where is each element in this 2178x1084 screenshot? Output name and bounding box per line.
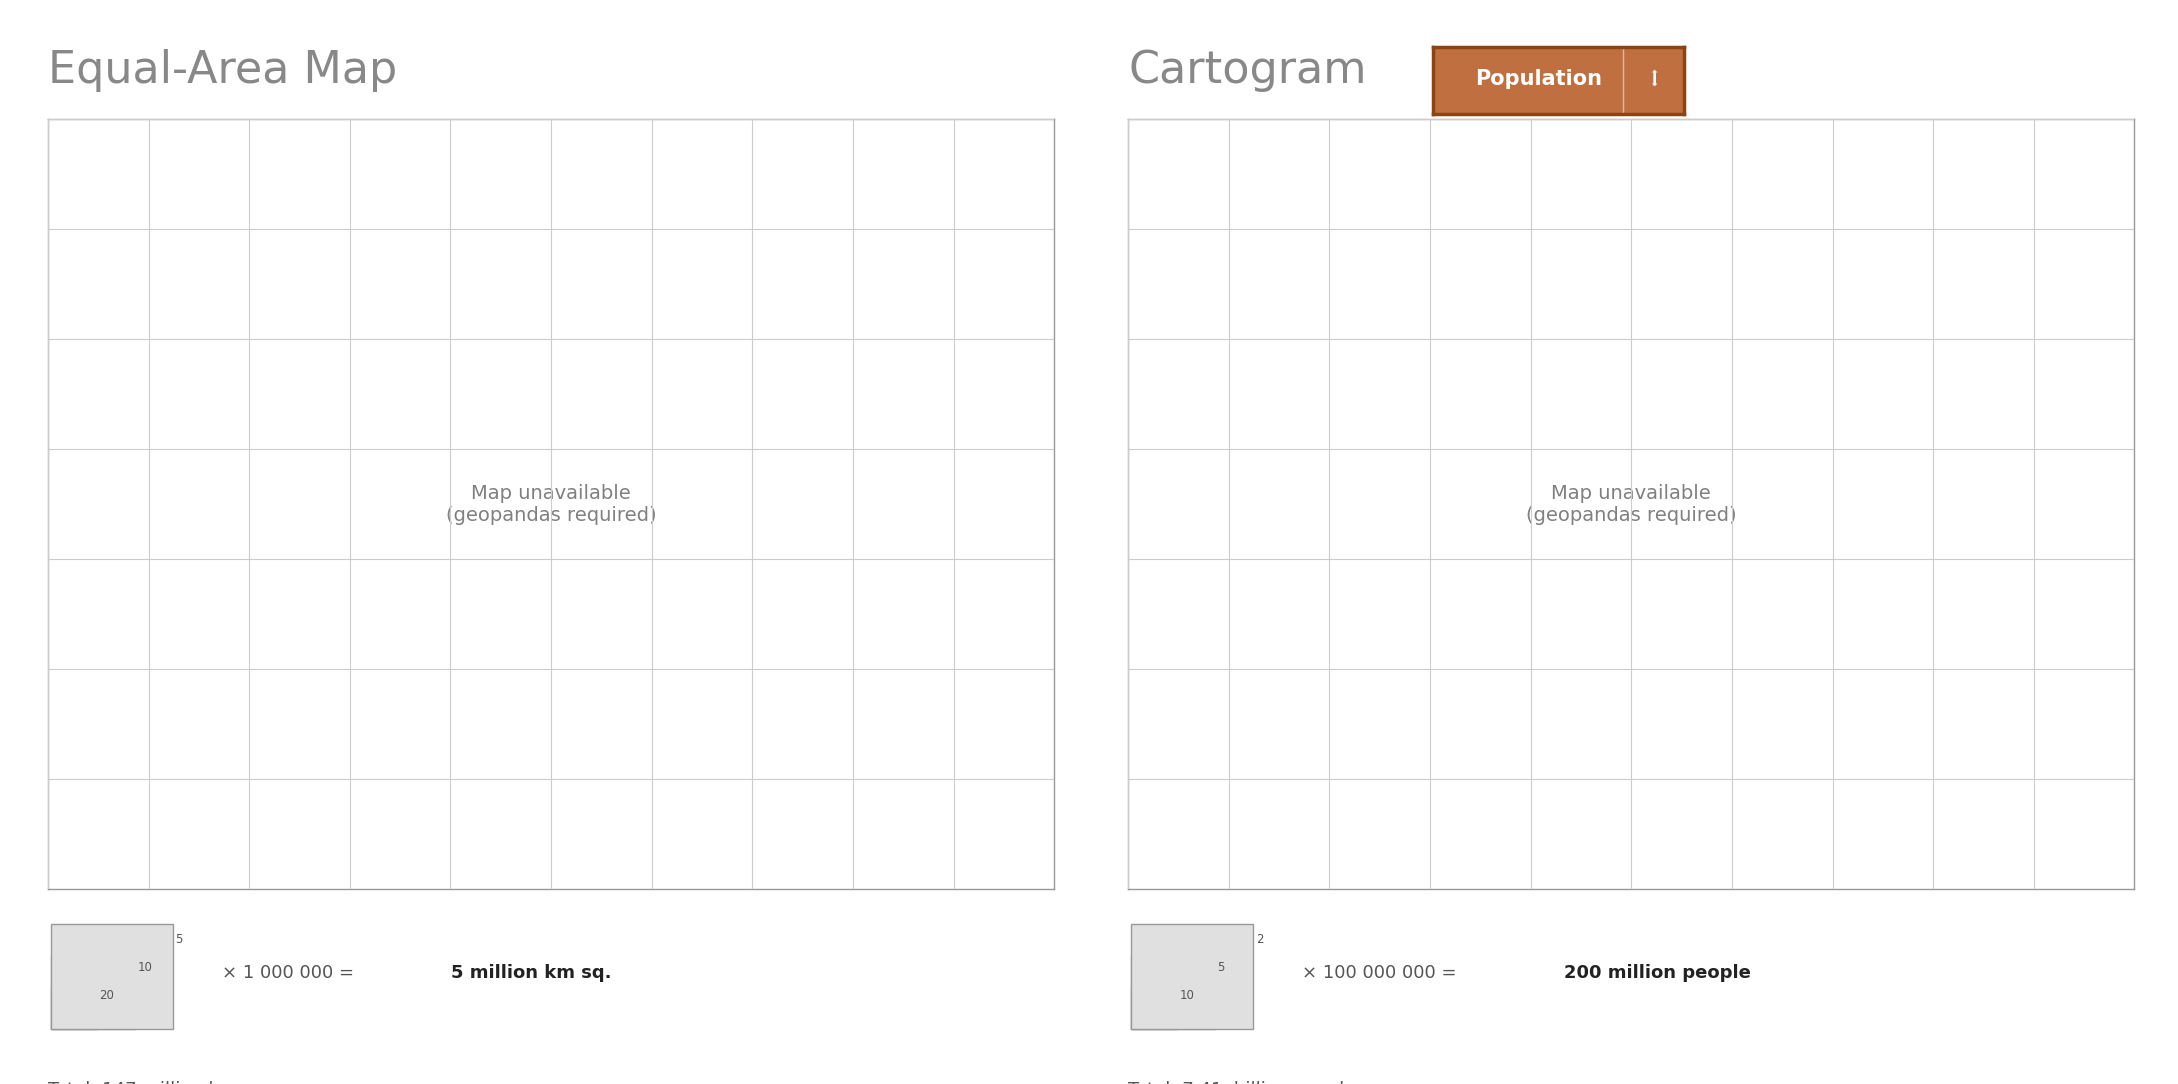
Text: 10: 10 — [1178, 989, 1194, 1002]
Text: 200 million people: 200 million people — [1564, 964, 1751, 982]
Text: Total: 7.41  billion people: Total: 7.41 billion people — [1128, 1081, 1355, 1084]
Text: 5: 5 — [176, 933, 183, 946]
Bar — [1130, 956, 1215, 1029]
Bar — [1130, 990, 1176, 1029]
Text: Map unavailable
(geopandas required): Map unavailable (geopandas required) — [446, 483, 656, 525]
Text: Population: Population — [1475, 69, 1601, 89]
Text: 5 million km sq.: 5 million km sq. — [451, 964, 612, 982]
Text: Map unavailable
(geopandas required): Map unavailable (geopandas required) — [1527, 483, 1736, 525]
Text: Cartogram: Cartogram — [1128, 49, 1368, 92]
Text: 20: 20 — [98, 989, 113, 1002]
Bar — [50, 956, 135, 1029]
Bar — [50, 924, 172, 1029]
Bar — [50, 990, 96, 1029]
Text: 5: 5 — [1218, 960, 1224, 973]
Text: × 1 000 000 =: × 1 000 000 = — [222, 964, 359, 982]
Text: ⬆
⬇: ⬆ ⬇ — [1649, 69, 1657, 88]
Text: 2: 2 — [1257, 933, 1263, 946]
Text: Equal-Area Map: Equal-Area Map — [48, 49, 396, 92]
Text: × 100 000 000 =: × 100 000 000 = — [1302, 964, 1464, 982]
Text: Total: 147 million km sq.: Total: 147 million km sq. — [48, 1081, 268, 1084]
Text: 10: 10 — [137, 960, 152, 973]
Bar — [1130, 924, 1252, 1029]
